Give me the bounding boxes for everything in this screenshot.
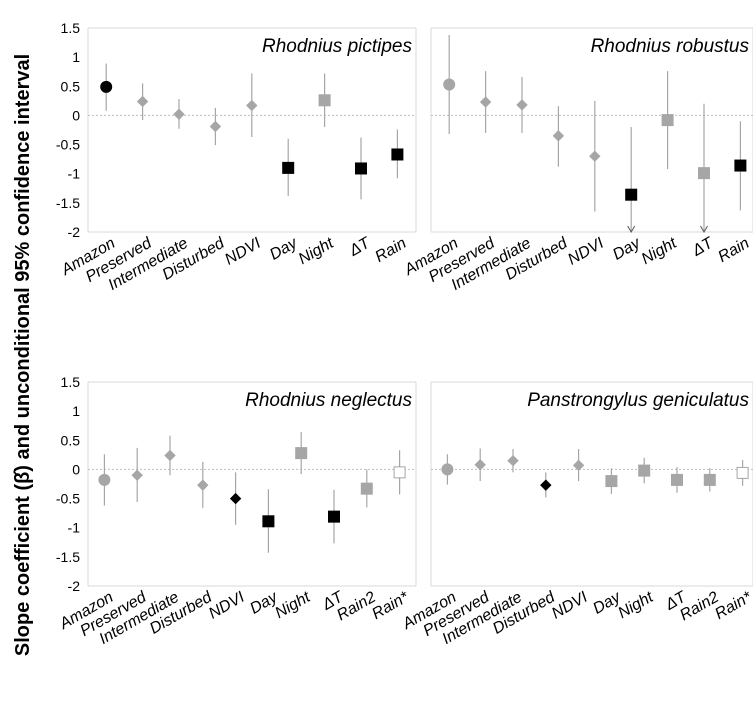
panel-rhodnius-neglectus-y-tick-label: 0.5 bbox=[61, 432, 81, 448]
panel-rhodnius-robustus-point bbox=[443, 78, 456, 91]
panel-rhodnius-pictipes-point bbox=[136, 95, 149, 108]
panel-rhodnius-neglectus-y-tick-label: -0.5 bbox=[56, 491, 80, 507]
panel-rhodnius-neglectus-y-tick-label: 1.5 bbox=[61, 374, 81, 390]
panel-rhodnius-pictipes-point bbox=[391, 148, 404, 161]
panel-rhodnius-pictipes-y-tick-label: -0.5 bbox=[56, 137, 80, 153]
panel-rhodnius-robustus-point bbox=[734, 159, 747, 172]
panel-rhodnius-neglectus-point bbox=[197, 479, 209, 491]
panel-panstrongylus-geniculatus-category-label: NDVI bbox=[549, 588, 591, 622]
panel-rhodnius-pictipes-title: Rhodnius pictipes bbox=[262, 36, 412, 57]
panel-rhodnius-neglectus-point bbox=[98, 473, 111, 486]
panel-rhodnius-neglectus-point bbox=[229, 492, 242, 505]
panel-panstrongylus-geniculatus-point bbox=[736, 466, 749, 479]
panel-rhodnius-pictipes-point bbox=[246, 99, 258, 112]
panel-rhodnius-pictipes-category-label: ΔT bbox=[346, 234, 374, 260]
panel-rhodnius-pictipes-category-label: NDVI bbox=[222, 234, 264, 268]
panel-rhodnius-neglectus-title: Rhodnius neglectus bbox=[245, 390, 412, 411]
panel-rhodnius-robustus-point bbox=[698, 167, 710, 180]
panel-rhodnius-neglectus-y-tick-label: -2 bbox=[68, 578, 81, 594]
panel-rhodnius-robustus-title: Rhodnius robustus bbox=[591, 36, 750, 57]
panel-rhodnius-robustus-category-label: ΔT bbox=[689, 234, 717, 260]
panel-rhodnius-neglectus-point bbox=[164, 449, 176, 462]
panel-rhodnius-robustus-category-label: Rain bbox=[715, 235, 752, 266]
panel-panstrongylus-geniculatus-title: Panstrongylus geniculatus bbox=[527, 390, 749, 411]
panel-rhodnius-neglectus-point bbox=[131, 469, 143, 481]
panel-panstrongylus-geniculatus-point bbox=[605, 475, 618, 488]
panel-panstrongylus-geniculatus-point bbox=[638, 464, 651, 477]
panel-rhodnius-neglectus-point bbox=[295, 447, 308, 460]
panel-rhodnius-pictipes-point bbox=[282, 161, 295, 174]
panel-panstrongylus-geniculatus-point bbox=[540, 479, 552, 491]
panel-rhodnius-neglectus-y-tick-label: 0 bbox=[72, 461, 80, 477]
panel-panstrongylus-geniculatus-point bbox=[474, 459, 486, 471]
panel-rhodnius-pictipes-point bbox=[318, 94, 331, 107]
panel-rhodnius-pictipes-y-tick-label: 1 bbox=[72, 49, 80, 65]
panel-rhodnius-robustus-arrow-marker bbox=[700, 225, 708, 233]
panel-rhodnius-robustus-point bbox=[625, 188, 638, 201]
panel-rhodnius-pictipes-point bbox=[173, 108, 185, 120]
y-axis-label: Slope coefficient (β̂) and unconditional… bbox=[12, 54, 34, 656]
panel-rhodnius-neglectus-point bbox=[393, 466, 406, 479]
panel-rhodnius-neglectus-point bbox=[328, 510, 340, 523]
panel-rhodnius-robustus-point bbox=[479, 96, 492, 108]
panel-panstrongylus-geniculatus-point bbox=[572, 459, 585, 472]
panel-panstrongylus-geniculatus-category-label: Night bbox=[615, 588, 656, 622]
panel-rhodnius-neglectus-y-tick-label: 1 bbox=[72, 403, 80, 419]
panel-rhodnius-pictipes-point bbox=[355, 162, 367, 175]
panel-rhodnius-pictipes-point bbox=[100, 80, 113, 93]
panel-rhodnius-pictipes-category-label: Night bbox=[296, 234, 337, 268]
panel-rhodnius-neglectus-category-label: Night bbox=[272, 588, 313, 622]
panel-rhodnius-pictipes-y-tick-label: 0 bbox=[72, 107, 80, 123]
panel-rhodnius-robustus-arrow-marker bbox=[627, 225, 636, 233]
panel-panstrongylus-geniculatus: Panstrongylus geniculatusAmazonPreserved… bbox=[399, 381, 753, 648]
panel-panstrongylus-geniculatus-point bbox=[441, 463, 454, 476]
panel-rhodnius-neglectus-y-tick-label: -1 bbox=[68, 520, 81, 536]
panel-rhodnius-robustus-point bbox=[516, 99, 528, 111]
panel-rhodnius-pictipes-category-label: Day bbox=[267, 234, 301, 263]
panel-rhodnius-robustus-point bbox=[589, 150, 601, 162]
panel-panstrongylus-geniculatus-category-label: Rain* bbox=[712, 588, 753, 623]
panel-panstrongylus-geniculatus-point bbox=[671, 473, 683, 486]
panel-panstrongylus-geniculatus-point bbox=[507, 454, 519, 467]
panel-rhodnius-neglectus-y-tick-label: -1.5 bbox=[56, 549, 80, 565]
panel-rhodnius-pictipes-y-tick-label: -1 bbox=[68, 166, 81, 182]
panel-rhodnius-robustus-point bbox=[661, 114, 674, 127]
panel-rhodnius-robustus-category-label: NDVI bbox=[565, 234, 607, 268]
panel-rhodnius-pictipes-category-label: Rain bbox=[372, 235, 409, 266]
panel-rhodnius-pictipes-y-tick-label: -2 bbox=[68, 224, 81, 240]
panel-rhodnius-robustus-category-label: Night bbox=[639, 234, 680, 268]
panel-panstrongylus-geniculatus-point bbox=[703, 473, 716, 486]
panel-rhodnius-pictipes-y-tick-label: -1.5 bbox=[56, 195, 80, 211]
panel-rhodnius-robustus-category-label: Day bbox=[610, 234, 644, 263]
panel-rhodnius-pictipes-y-tick-label: 1.5 bbox=[61, 20, 81, 36]
panel-rhodnius-robustus-point bbox=[552, 130, 565, 142]
panel-rhodnius-neglectus-point bbox=[360, 482, 373, 495]
panel-rhodnius-pictipes-y-tick-label: 0.5 bbox=[61, 78, 81, 94]
panel-rhodnius-neglectus-point bbox=[262, 515, 275, 528]
panel-rhodnius-pictipes-point bbox=[209, 120, 222, 133]
panel-rhodnius-robustus: Rhodnius robustusAmazonPreservedIntermed… bbox=[401, 27, 753, 294]
panel-rhodnius-neglectus-category-label: NDVI bbox=[206, 588, 248, 622]
